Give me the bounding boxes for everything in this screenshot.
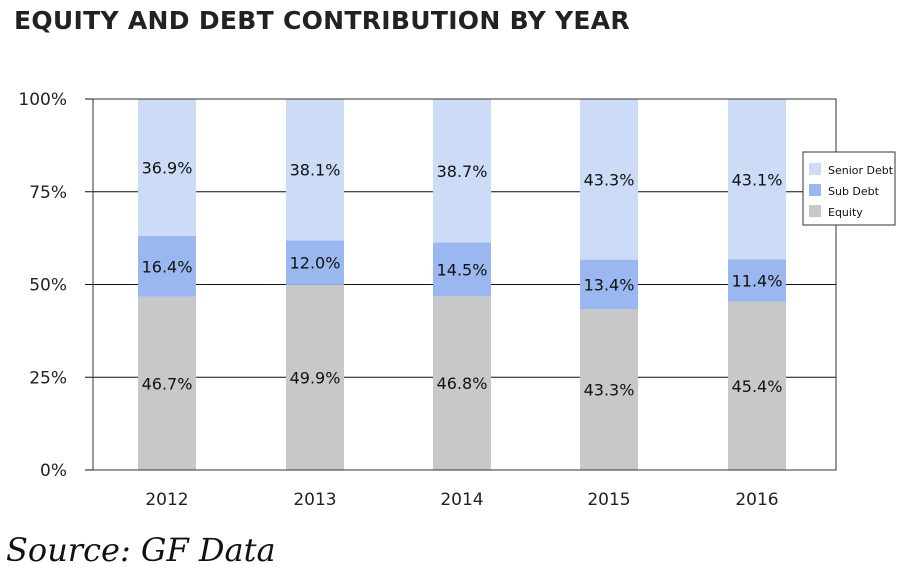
y-tick-label: 75% xyxy=(29,183,67,203)
x-tick-label: 2016 xyxy=(735,490,778,510)
legend-swatch xyxy=(809,163,821,175)
bar-segment-senior-debt xyxy=(580,99,638,260)
plot-frame xyxy=(92,98,837,471)
data-label: 43.3% xyxy=(584,170,635,189)
bar-segment-sub-debt xyxy=(138,235,196,297)
data-label: 43.3% xyxy=(584,381,635,400)
bar-segment-senior-debt xyxy=(286,99,344,241)
y-tick-label: 50% xyxy=(29,276,67,296)
x-tick-label: 2013 xyxy=(293,490,336,510)
legend-label: Senior Debt xyxy=(828,164,894,177)
y-tick-label: 100% xyxy=(18,90,67,110)
data-label: 13.4% xyxy=(584,276,635,295)
legend-swatch xyxy=(809,205,821,217)
x-tick-label: 2012 xyxy=(145,490,188,510)
y-tick-label: 25% xyxy=(29,368,67,388)
data-label: 36.9% xyxy=(142,158,193,177)
data-label: 14.5% xyxy=(437,260,488,279)
data-label: 43.1% xyxy=(732,170,783,189)
chart-title: EQUITY AND DEBT CONTRIBUTION BY YEAR xyxy=(14,6,630,35)
bar-segment-equity xyxy=(728,301,786,470)
bar-segment-sub-debt xyxy=(286,240,344,285)
data-label: 49.9% xyxy=(290,368,341,387)
bar-segment-sub-debt xyxy=(580,259,638,310)
bar-segment-equity xyxy=(580,309,638,470)
data-label: 11.4% xyxy=(732,271,783,290)
source-note: Source: GF Data xyxy=(6,531,276,569)
data-label: 46.8% xyxy=(437,374,488,393)
legend-label: Sub Debt xyxy=(828,185,880,198)
data-label: 45.4% xyxy=(732,377,783,396)
data-label: 38.7% xyxy=(437,162,488,181)
bar-segment-senior-debt xyxy=(138,99,196,236)
bar-segment-sub-debt xyxy=(433,242,491,297)
data-label: 12.0% xyxy=(290,254,341,273)
bar-segment-sub-debt xyxy=(728,259,786,302)
bar-segment-equity xyxy=(138,296,196,470)
bar-segment-senior-debt xyxy=(433,99,491,243)
data-label: 16.4% xyxy=(142,257,193,276)
legend-swatch xyxy=(809,184,821,196)
bar-segment-equity xyxy=(286,284,344,470)
y-tick-label: 0% xyxy=(40,461,67,481)
data-label: 38.1% xyxy=(290,161,341,180)
legend-label: Equity xyxy=(828,206,863,219)
data-label: 46.7% xyxy=(142,374,193,393)
x-tick-label: 2014 xyxy=(440,490,483,510)
x-tick-label: 2015 xyxy=(587,490,630,510)
bar-segment-senior-debt xyxy=(728,99,786,260)
bar-segment-equity xyxy=(433,296,491,470)
